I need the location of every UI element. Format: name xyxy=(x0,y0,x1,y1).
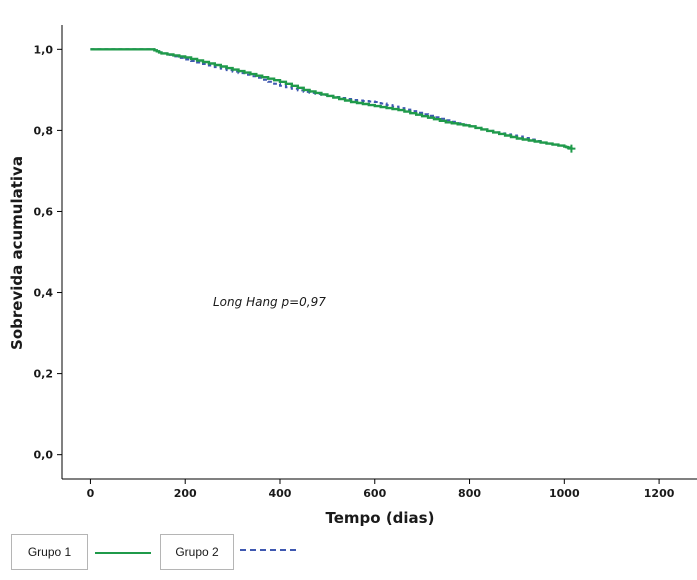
y-tick-label: 1,0 xyxy=(34,43,54,56)
series-layer xyxy=(90,48,576,153)
x-tick-label: 800 xyxy=(458,487,481,500)
x-tick-label: 200 xyxy=(174,487,197,500)
legend-item-grupo-1: Grupo 1 xyxy=(11,534,88,570)
series-line-grupo-1 xyxy=(90,48,573,150)
y-tick-label: 0,6 xyxy=(34,205,54,218)
x-tick-label: 400 xyxy=(269,487,292,500)
y-tick-label: 0,4 xyxy=(34,287,54,300)
legend-swatch-grupo-2 xyxy=(240,549,296,551)
x-axis: 0 200 400 600 800 1000 1200 xyxy=(62,478,697,500)
x-axis-title: Tempo (dias) xyxy=(326,509,435,527)
x-tick-label: 1000 xyxy=(549,487,580,500)
legend-label-grupo-2: Grupo 2 xyxy=(175,545,219,559)
x-tick-label: 1200 xyxy=(644,487,675,500)
test-annotation: Long Hang p=0,97 xyxy=(213,295,326,309)
y-tick-label: 0,2 xyxy=(34,368,54,381)
x-tick-label: 600 xyxy=(363,487,386,500)
y-axis-title: Sobrevida acumulativa xyxy=(8,156,26,350)
legend-swatch-grupo-1 xyxy=(95,552,151,554)
legend-label-grupo-1: Grupo 1 xyxy=(27,545,72,559)
y-tick-label: 0,8 xyxy=(34,124,54,137)
legend-item-grupo-2: Grupo 2 xyxy=(160,534,234,570)
x-tick-label: 0 xyxy=(87,487,95,500)
y-axis: 0,0 0,2 0,4 0,6 0,8 1,0 xyxy=(34,25,63,479)
y-tick-label: 0,0 xyxy=(34,449,54,462)
